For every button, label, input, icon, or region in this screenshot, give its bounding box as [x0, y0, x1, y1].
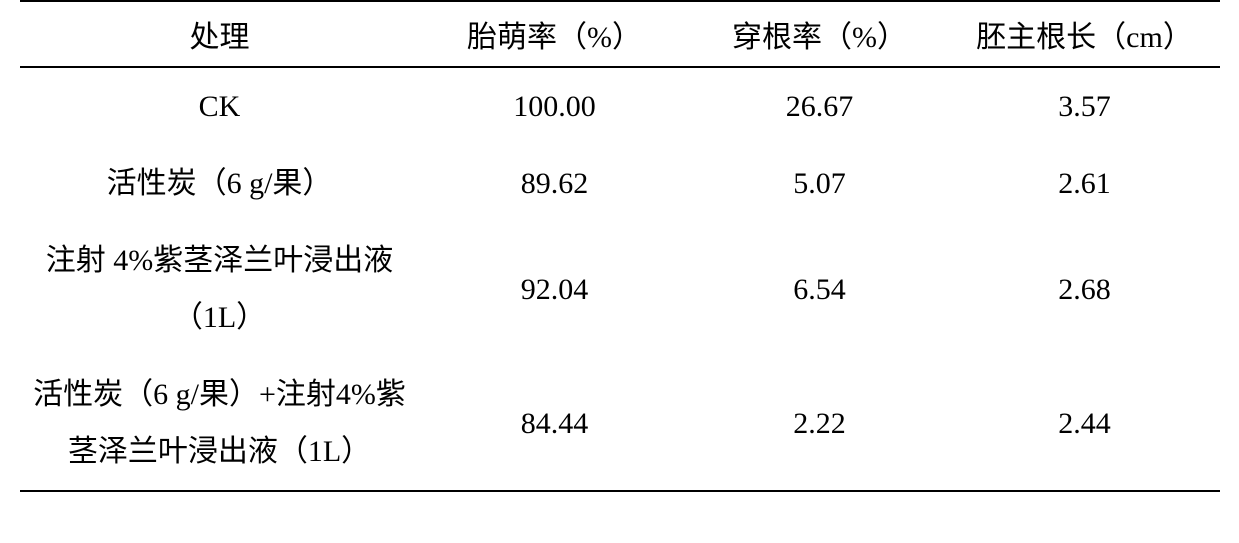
cell-value: 84.44 — [521, 385, 589, 462]
data-table: 处理 胎萌率（%） 穿根率（%） 胚主根长（cm） CK 100.00 26.6… — [20, 0, 1220, 492]
cell-value: 89.62 — [521, 145, 589, 222]
cell-value: 6.54 — [793, 251, 846, 328]
col-header-1: 胎萌率（%） — [420, 1, 690, 67]
cell-value: 92.04 — [521, 251, 589, 328]
cell-value: 5.07 — [793, 145, 846, 222]
table-row: CK 100.00 26.67 3.57 — [20, 67, 1220, 145]
cell-value: 2.44 — [1058, 385, 1111, 462]
table-header-row: 处理 胎萌率（%） 穿根率（%） 胚主根长（cm） — [20, 1, 1220, 67]
row-label: 活性炭（6 g/果） — [99, 145, 341, 222]
cell-value: 2.68 — [1058, 251, 1111, 328]
cell-value: 100.00 — [513, 68, 596, 145]
row-label: 活性炭（6 g/果）+注射4%紫茎泽兰叶浸出液（1L） — [20, 356, 420, 490]
table-row: 注射 4%紫茎泽兰叶浸出液（1L） 92.04 6.54 2.68 — [20, 222, 1220, 356]
col-header-3: 胚主根长（cm） — [950, 1, 1220, 67]
cell-value: 3.57 — [1058, 68, 1111, 145]
cell-value: 2.22 — [793, 385, 846, 462]
col-header-0: 处理 — [20, 1, 420, 67]
col-header-2: 穿根率（%） — [690, 1, 950, 67]
cell-value: 26.67 — [786, 68, 854, 145]
table-row: 活性炭（6 g/果）+注射4%紫茎泽兰叶浸出液（1L） 84.44 2.22 2… — [20, 356, 1220, 491]
row-label: 注射 4%紫茎泽兰叶浸出液（1L） — [20, 222, 420, 356]
cell-value: 2.61 — [1058, 145, 1111, 222]
table-row: 活性炭（6 g/果） 89.62 5.07 2.61 — [20, 145, 1220, 222]
row-label: CK — [191, 68, 249, 145]
